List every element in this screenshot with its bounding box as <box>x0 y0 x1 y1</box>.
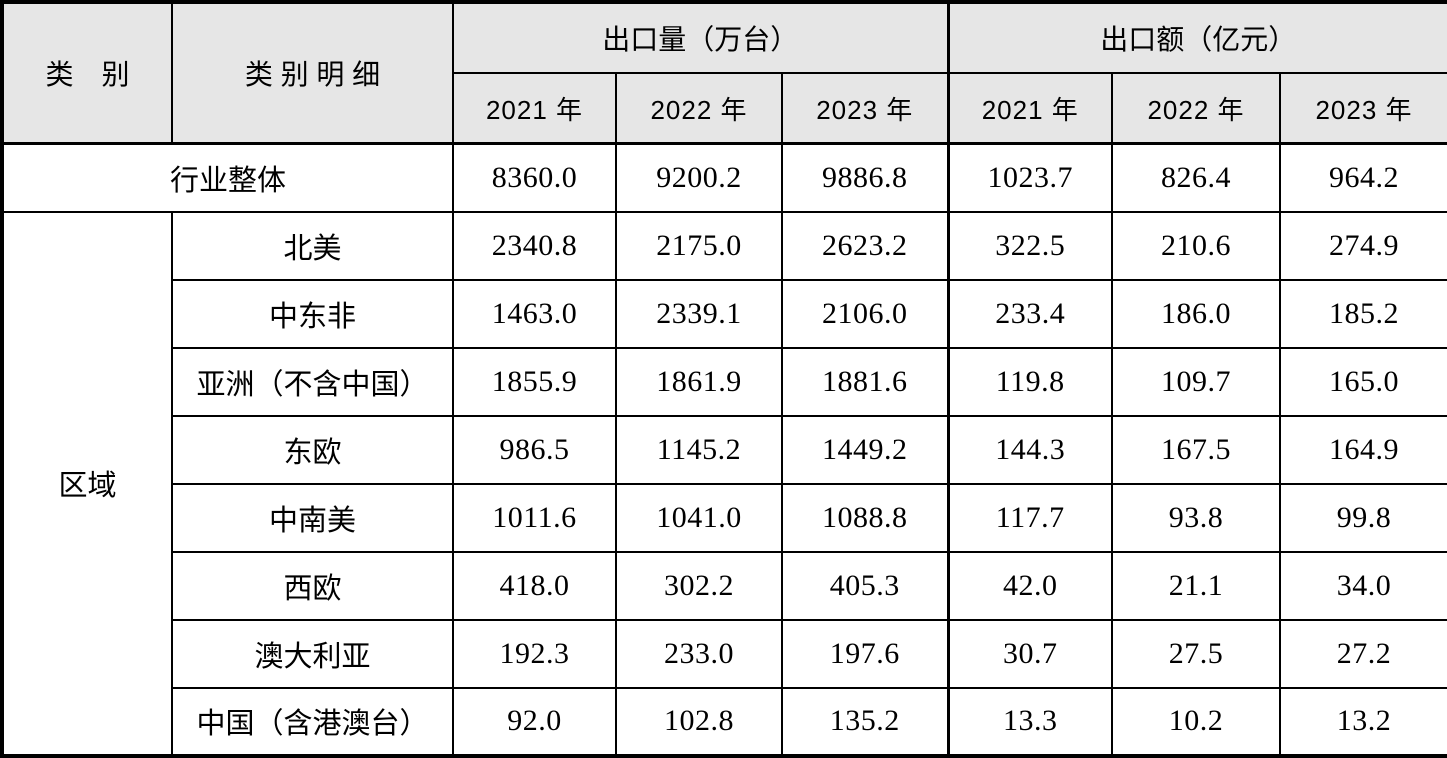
table-row-region: 中国（含港澳台） 92.0 102.8 135.2 13.3 10.2 13.2 <box>2 686 1447 757</box>
region-value-cell: 302.2 <box>615 550 783 621</box>
overall-value-cell: 9886.8 <box>781 142 949 213</box>
region-value-cell: 186.0 <box>1111 278 1281 349</box>
header-row-groups: 类 别 类 别 明 细 出口量（万台） 出口额（亿元） <box>1 1 1447 145</box>
region-value-cell: 210.6 <box>1111 210 1281 281</box>
region-value-cell: 13.3 <box>946 686 1113 757</box>
region-value-cell: 233.4 <box>946 278 1113 349</box>
region-row-label: 西欧 <box>171 550 454 621</box>
region-value-cell: 119.8 <box>946 346 1113 417</box>
region-value-cell: 197.6 <box>781 618 949 689</box>
header-row-years: 2021 年 2022 年 2023 年 2021 年 2022 年 2023 … <box>2 72 1447 145</box>
overall-value-cell: 1023.7 <box>946 142 1113 213</box>
region-row-label: 澳大利亚 <box>171 618 454 689</box>
region-value-cell: 117.7 <box>946 482 1113 553</box>
region-value-cell: 167.5 <box>1111 414 1281 485</box>
region-value-cell: 233.0 <box>615 618 783 689</box>
overall-value-cell: 9200.2 <box>615 142 783 213</box>
overall-value-cell: 8360.0 <box>452 142 617 213</box>
header-year-value-2021: 2021 年 <box>946 72 1113 145</box>
table-body: 行业整体 8360.0 9200.2 9886.8 1023.7 826.4 964.2 区域… <box>1 142 1447 757</box>
header-category-detail: 类 别 明 细 <box>171 1 454 145</box>
header-year-volume-2021: 2021 年 <box>452 72 617 145</box>
region-value-cell: 185.2 <box>1278 278 1447 349</box>
region-value-cell: 144.3 <box>946 414 1113 485</box>
region-value-cell: 274.9 <box>1278 210 1447 281</box>
table-row-region: 区域 北美 2340.8 2175.0 2623.2 322.5 210.6 274.9 <box>1 210 1447 757</box>
region-row-label: 中东非 <box>171 278 454 349</box>
region-value-cell: 13.2 <box>1278 686 1447 757</box>
header-year-volume-2022: 2022 年 <box>615 72 783 145</box>
region-value-cell: 135.2 <box>781 686 949 757</box>
table-header: 类 别 类 别 明 细 出口量（万台） 出口额（亿元） 2021 年 2022 … <box>1 1 1447 145</box>
region-value-cell: 27.2 <box>1278 618 1447 689</box>
header-export-value-group: 出口额（亿元） <box>946 1 1447 74</box>
region-value-cell: 27.5 <box>1111 618 1281 689</box>
region-value-cell: 21.1 <box>1111 550 1281 621</box>
region-value-cell: 192.3 <box>452 618 617 689</box>
table-row-region: 东欧 986.5 1145.2 1449.2 144.3 167.5 164.9 <box>2 414 1447 485</box>
table-row-overall: 行业整体 8360.0 9200.2 9886.8 1023.7 826.4 964.2 <box>1 142 1447 213</box>
table-row-region: 亚洲（不含中国） 1855.9 1861.9 1881.6 119.8 109.7 165.… <box>2 346 1447 417</box>
header-export-volume-group: 出口量（万台） <box>452 1 949 74</box>
region-value-cell: 2340.8 <box>452 210 617 281</box>
region-value-cell: 30.7 <box>946 618 1113 689</box>
region-value-cell: 1881.6 <box>781 346 949 417</box>
region-value-cell: 1861.9 <box>615 346 783 417</box>
region-row-label: 东欧 <box>171 414 454 485</box>
region-value-cell: 418.0 <box>452 550 617 621</box>
region-value-cell: 1041.0 <box>615 482 783 553</box>
table-row-region: 西欧 418.0 302.2 405.3 42.0 21.1 34.0 <box>2 550 1447 621</box>
region-row-label: 中国（含港澳台） <box>171 686 454 757</box>
overall-row-label: 行业整体 <box>1 142 454 213</box>
region-value-cell: 42.0 <box>946 550 1113 621</box>
region-value-cell: 2339.1 <box>615 278 783 349</box>
region-value-cell: 10.2 <box>1111 686 1281 757</box>
region-row-label: 亚洲（不含中国） <box>171 346 454 417</box>
region-value-cell: 93.8 <box>1111 482 1281 553</box>
region-row-label: 北美 <box>171 210 454 281</box>
region-value-cell: 322.5 <box>946 210 1113 281</box>
region-value-cell: 1449.2 <box>781 414 949 485</box>
region-value-cell: 99.8 <box>1278 482 1447 553</box>
region-value-cell: 986.5 <box>452 414 617 485</box>
region-value-cell: 1463.0 <box>452 278 617 349</box>
region-group-label: 区域 <box>1 210 173 757</box>
header-year-value-2022: 2022 年 <box>1111 72 1281 145</box>
overall-value-cell: 964.2 <box>1278 142 1447 213</box>
table-row-region: 澳大利亚 192.3 233.0 197.6 30.7 27.5 27.2 <box>2 618 1447 689</box>
region-value-cell: 92.0 <box>452 686 617 757</box>
region-value-cell: 1145.2 <box>615 414 783 485</box>
region-value-cell: 2106.0 <box>781 278 949 349</box>
region-value-cell: 2623.2 <box>781 210 949 281</box>
region-value-cell: 34.0 <box>1278 550 1447 621</box>
region-value-cell: 165.0 <box>1278 346 1447 417</box>
region-value-cell: 1088.8 <box>781 482 949 553</box>
region-value-cell: 102.8 <box>615 686 783 757</box>
region-value-cell: 109.7 <box>1111 346 1281 417</box>
region-value-cell: 164.9 <box>1278 414 1447 485</box>
region-value-cell: 1011.6 <box>452 482 617 553</box>
table-row-region: 中南美 1011.6 1041.0 1088.8 117.7 93.8 99.8 <box>2 482 1447 553</box>
region-value-cell: 1855.9 <box>452 346 617 417</box>
region-value-cell: 2175.0 <box>615 210 783 281</box>
header-year-value-2023: 2023 年 <box>1278 72 1447 145</box>
header-category: 类 别 <box>1 1 173 145</box>
header-year-volume-2023: 2023 年 <box>781 72 949 145</box>
overall-value-cell: 826.4 <box>1111 142 1281 213</box>
region-value-cell: 405.3 <box>781 550 949 621</box>
table-row-region: 中东非 1463.0 2339.1 2106.0 233.4 186.0 185.2 <box>2 278 1447 349</box>
region-row-label: 中南美 <box>171 482 454 553</box>
